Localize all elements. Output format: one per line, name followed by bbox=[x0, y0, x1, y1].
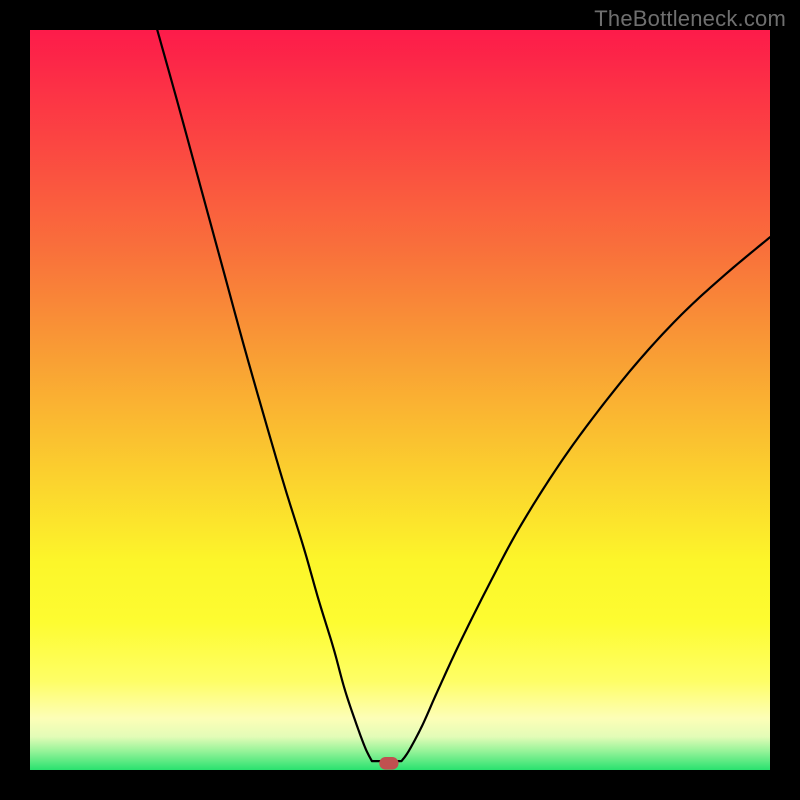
plot-area bbox=[30, 30, 770, 770]
gradient-background bbox=[30, 30, 770, 770]
chart-container: TheBottleneck.com bbox=[0, 0, 800, 800]
plot-svg bbox=[30, 30, 770, 770]
watermark-text: TheBottleneck.com bbox=[594, 6, 786, 32]
optimal-point-marker bbox=[379, 757, 398, 770]
